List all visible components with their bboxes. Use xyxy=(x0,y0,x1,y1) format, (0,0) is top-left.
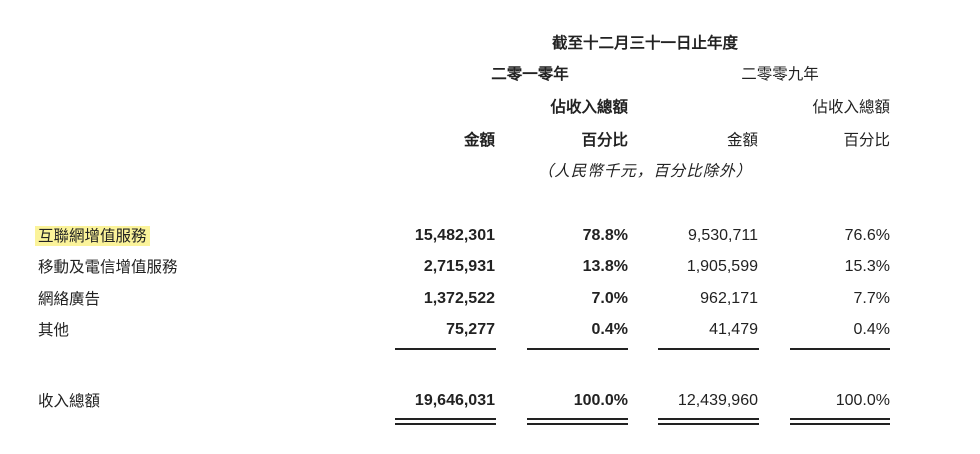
subtotal-rule xyxy=(527,348,628,350)
subtotal-rule xyxy=(790,348,890,350)
row-pct-2009: 7.7% xyxy=(853,290,890,307)
row-label-mobile-telecom-vas: 移動及電信增值服務 xyxy=(38,258,178,276)
row-amount-2009: 962,171 xyxy=(700,290,758,307)
year-2009-header: 二零零九年 xyxy=(741,65,819,83)
total-pct-2009: 100.0% xyxy=(835,392,890,409)
row-amount-2010: 15,482,301 xyxy=(414,227,495,244)
total-double-rule xyxy=(790,423,890,425)
row-amount-2010: 75,277 xyxy=(446,321,495,338)
row-amount-2009: 9,530,711 xyxy=(688,227,758,244)
row-pct-2010: 13.8% xyxy=(582,258,628,275)
total-label: 收入總額 xyxy=(38,392,101,410)
row-amount-2010: 1,372,522 xyxy=(423,290,495,307)
row-pct-2010: 0.4% xyxy=(591,321,628,338)
unit-note: （人民幣千元，百分比除外） xyxy=(537,162,753,180)
total-double-rule xyxy=(527,418,628,420)
row-pct-2009: 76.6% xyxy=(844,227,890,244)
total-double-rule xyxy=(395,418,496,420)
total-double-rule xyxy=(658,423,759,425)
row-pct-2009: 15.3% xyxy=(844,258,890,275)
year-2010-header: 二零一零年 xyxy=(491,65,569,83)
pct-of-revenue-2009-header: 佔收入總額 xyxy=(812,98,890,116)
col-percent-2010: 百分比 xyxy=(581,131,628,149)
row-pct-2010: 7.0% xyxy=(591,290,628,307)
col-amount-2009: 金額 xyxy=(726,131,758,149)
row-label-online-advertising: 網絡廣告 xyxy=(38,290,101,308)
row-label-others: 其他 xyxy=(38,321,70,339)
total-amount-2010: 19,646,031 xyxy=(414,392,495,409)
period-header: 截至十二月三十一日止年度 xyxy=(551,34,738,52)
total-double-rule xyxy=(658,418,759,420)
row-label-internet-vas: 互聯網增值服務 xyxy=(35,226,150,246)
row-pct-2010: 78.8% xyxy=(582,227,628,244)
row-amount-2009: 41,479 xyxy=(709,321,758,338)
col-amount-2010: 金額 xyxy=(463,131,495,149)
subtotal-rule xyxy=(658,348,759,350)
total-pct-2010: 100.0% xyxy=(573,392,628,409)
total-double-rule xyxy=(527,423,628,425)
total-amount-2009: 12,439,960 xyxy=(677,392,758,409)
pct-of-revenue-2010-header: 佔收入總額 xyxy=(550,98,628,116)
subtotal-rule xyxy=(395,348,496,350)
row-amount-2009: 1,905,599 xyxy=(686,258,758,275)
total-double-rule xyxy=(395,423,496,425)
row-amount-2010: 2,715,931 xyxy=(423,258,495,275)
col-percent-2009: 百分比 xyxy=(843,131,890,149)
row-pct-2009: 0.4% xyxy=(853,321,890,338)
total-double-rule xyxy=(790,418,890,420)
